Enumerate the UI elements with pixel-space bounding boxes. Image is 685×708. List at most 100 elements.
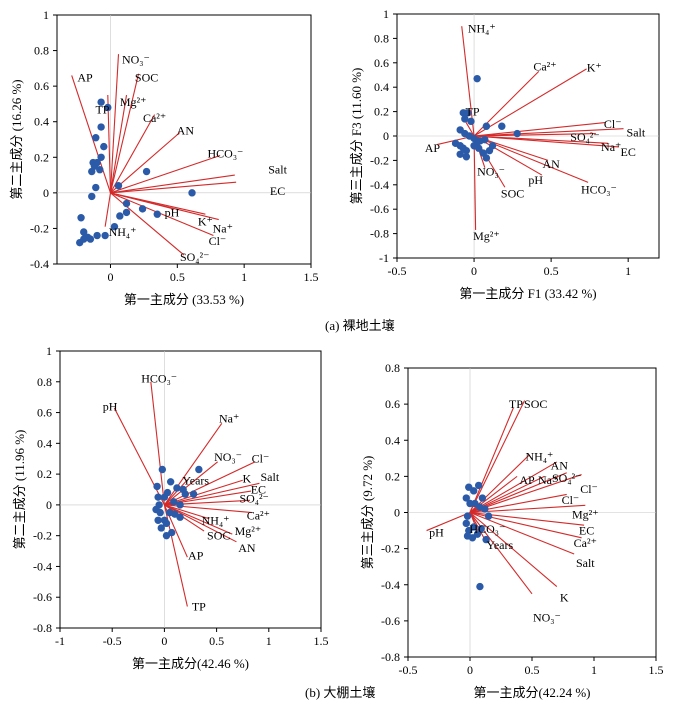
y-axis-label: 第三主成分 F3 (11.60 %) — [349, 68, 364, 205]
vector-label: SOC — [207, 529, 230, 543]
y-tick-label: -0.2 — [33, 529, 52, 543]
vector-label: Salt — [627, 125, 646, 139]
vector-label: EC — [251, 483, 266, 497]
vector-label: NO₃⁻ — [214, 450, 242, 464]
sample-point — [101, 231, 109, 240]
sample-point — [86, 235, 95, 243]
vector-label: SO₄²⁻ — [239, 492, 268, 506]
sample-point — [461, 115, 469, 123]
vector-label: AP — [188, 549, 204, 563]
vector-label: NH₄⁺ — [109, 225, 137, 239]
y-tick-label: 0.2 — [34, 150, 49, 164]
sample-point — [195, 465, 203, 474]
sample-point — [188, 189, 196, 197]
sample-point — [92, 134, 100, 142]
loading-vector — [474, 135, 619, 148]
sample-point — [88, 192, 96, 201]
sample-point — [163, 488, 172, 497]
loading-vector — [110, 174, 235, 194]
y-tick-label: -1 — [379, 251, 389, 265]
vector-label: Ca²⁺ — [574, 536, 597, 550]
loading-vector — [469, 504, 586, 514]
vector-label: Na⁺ — [601, 140, 621, 154]
y-tick-label: 0.8 — [385, 361, 400, 375]
vector-label: NO₃⁻ — [477, 164, 505, 178]
vector-label: Mg²⁺ — [120, 95, 147, 109]
y-tick-label: -0.2 — [370, 153, 389, 167]
x-tick-label: -0.5 — [103, 634, 122, 648]
loading-vector — [469, 474, 582, 514]
sample-point — [488, 142, 497, 150]
sample-point — [467, 117, 475, 126]
sample-point — [166, 478, 175, 486]
vector-label: Salt — [576, 556, 595, 570]
y-tick-label: 0 — [46, 498, 52, 512]
vector-label: K — [560, 590, 569, 604]
loading-vector — [164, 461, 218, 506]
vector-label: AP — [425, 141, 441, 155]
y-tick-label: 1 — [43, 8, 49, 22]
vector-label: SO₄²⁻ — [570, 130, 599, 144]
vector-label: HCO₃⁻ — [141, 372, 177, 386]
x-tick-label: 0.5 — [525, 663, 540, 677]
x-tick-label: -0.5 — [399, 663, 418, 677]
sample-point — [114, 182, 123, 190]
sample-point — [470, 523, 478, 531]
sample-point — [77, 214, 85, 222]
sample-point — [153, 482, 161, 491]
sample-point — [481, 505, 489, 513]
sample-point — [97, 123, 105, 131]
loading-vector — [150, 381, 165, 505]
caption-b: (b) 大棚土壤 — [305, 685, 375, 700]
x-tick-label: 0 — [107, 270, 113, 284]
loading-vector — [163, 478, 189, 506]
y-axis-label: 第二主成分 (11.96 %) — [12, 430, 27, 550]
vector-label: SO₄²⁻ — [552, 471, 581, 485]
vector-label: HCO₃⁻ — [208, 147, 244, 161]
vector-label: AP — [519, 473, 535, 487]
vector-label: Ca²⁺ — [533, 59, 556, 73]
y-tick-label: -0.8 — [33, 621, 52, 635]
vector-label: AN — [542, 157, 560, 171]
sample-point — [477, 525, 485, 533]
sample-point — [97, 98, 105, 106]
vector-label: Cl⁻ — [252, 452, 270, 466]
vector-label: TP — [509, 397, 523, 411]
loading-vector — [109, 73, 140, 193]
vector-label: Years — [182, 473, 209, 487]
chart-a-bare-f1-f3: -0.5 0 0.5 1 -1 -0.8 -0.6 -0.4 -0.2 0 0.2 0.4 0.6 0.8… — [349, 7, 660, 301]
loading-vector — [164, 461, 256, 506]
loading-vector — [473, 135, 477, 230]
loading-vector — [469, 512, 558, 587]
sample-point — [138, 205, 147, 213]
x-tick-label: -1 — [55, 634, 65, 648]
vector-label: K — [243, 472, 252, 486]
x-tick-label: 1 — [241, 270, 247, 284]
vector-label: Mg²⁺ — [473, 229, 500, 243]
loading-vector — [113, 407, 165, 506]
sample-point — [110, 222, 119, 231]
x-tick-label: 0 — [467, 663, 473, 677]
loading-vector — [426, 511, 471, 532]
chart-b-greenhouse-f1-f3: -0.5 0 0.5 1 1.5 -0.8 -0.6 -0.4 -0.2 0 0.2 0.4 0.6 0.… — [360, 361, 664, 700]
sample-point — [474, 481, 483, 490]
vector-label: K⁺ — [587, 61, 602, 75]
vector-label: TP — [95, 102, 109, 116]
caption-a: (a) 裸地土壤 — [325, 318, 395, 333]
sample-point — [476, 582, 484, 591]
sample-point — [122, 208, 131, 217]
sample-point — [157, 524, 165, 532]
vector-label: TP — [466, 105, 480, 119]
x-tick-label: 0.5 — [170, 270, 185, 284]
vector-label: Salt — [261, 470, 280, 484]
y-tick-label: 0.4 — [374, 80, 389, 94]
vector-label: NH₄⁺ — [202, 513, 230, 527]
vector-label: SOC — [501, 186, 524, 200]
loading-vector — [110, 131, 181, 194]
vector-label: Na⁺ — [538, 473, 558, 487]
y-tick-label: -0.4 — [381, 578, 400, 592]
vector-label: EC — [621, 145, 636, 159]
y-tick-label: 0.6 — [385, 397, 400, 411]
loading-vector — [164, 479, 243, 506]
